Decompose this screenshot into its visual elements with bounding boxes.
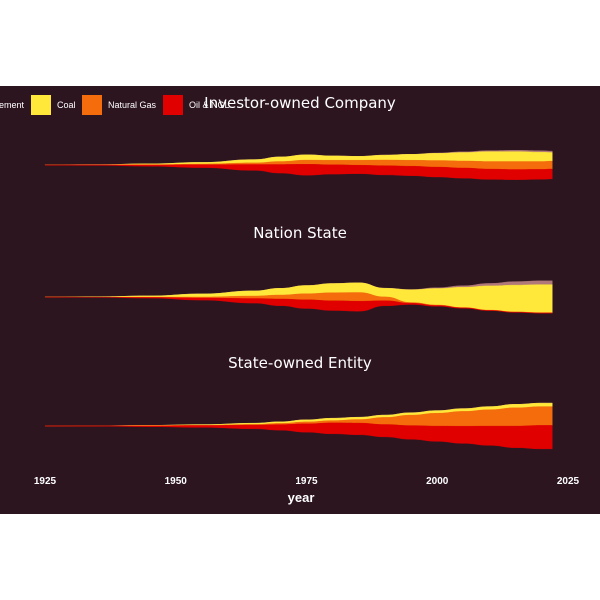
legend-label: Cement (0, 100, 24, 110)
x-axis-label: year (288, 490, 315, 505)
facet-title: Investor-owned Company (204, 94, 396, 112)
facet-title: State-owned Entity (228, 354, 372, 372)
x-tick-label: 2025 (557, 476, 580, 487)
x-tick-label: 2000 (426, 476, 449, 487)
x-tick-label: 1975 (295, 476, 318, 487)
legend-label: Natural Gas (108, 100, 157, 110)
facet-0 (44, 150, 553, 180)
stream-oil-ngl-facet-1 (44, 296, 553, 314)
legend-label: Coal (57, 100, 76, 110)
facet-1 (44, 280, 553, 314)
stream-oil-ngl-facet-2 (44, 422, 553, 450)
x-tick-label: 1925 (34, 476, 57, 487)
x-tick-label: 1950 (165, 476, 188, 487)
legend-swatch (31, 95, 51, 115)
facet-title: Nation State (253, 224, 347, 242)
legend-swatch (163, 95, 183, 115)
facet-2 (44, 402, 553, 450)
legend-swatch (82, 95, 102, 115)
stream-oil-ngl-facet-0 (44, 164, 553, 180)
legend: Cement Coal Natural Gas Oil & NGL (0, 95, 230, 115)
legend-label: Oil & NGL (189, 100, 230, 110)
